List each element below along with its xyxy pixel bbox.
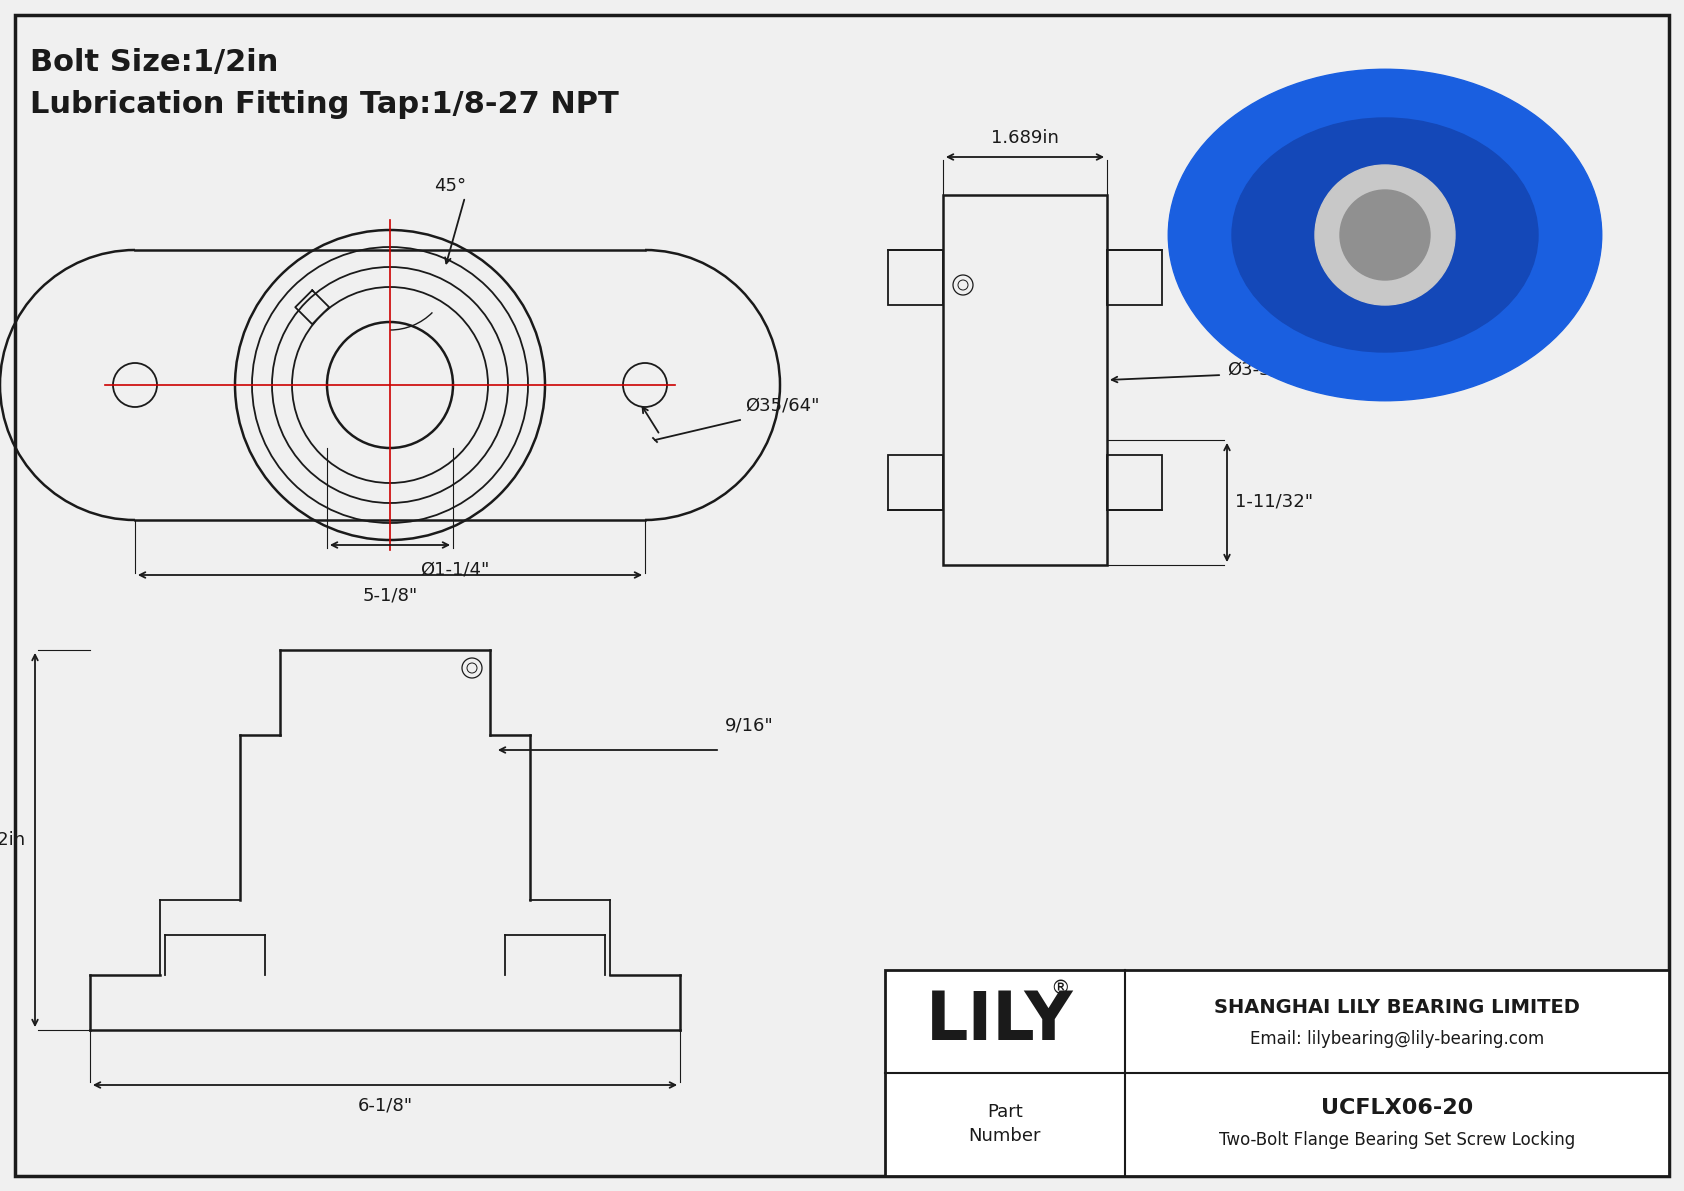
Text: UCFLX06-20: UCFLX06-20 (1320, 1098, 1474, 1118)
Text: Two-Bolt Flange Bearing Set Screw Locking: Two-Bolt Flange Bearing Set Screw Lockin… (1219, 1131, 1575, 1149)
Circle shape (1340, 191, 1430, 280)
Ellipse shape (1233, 118, 1537, 353)
Text: Bolt Size:1/2in: Bolt Size:1/2in (30, 48, 278, 77)
Text: Ø3-3/4": Ø3-3/4" (1228, 361, 1297, 379)
Text: 9/16": 9/16" (726, 717, 773, 735)
Text: 1.752in: 1.752in (0, 831, 25, 849)
Text: Email: lilybearing@lily-bearing.com: Email: lilybearing@lily-bearing.com (1250, 1030, 1544, 1048)
Bar (1106, 250, 1162, 305)
Text: SHANGHAI LILY BEARING LIMITED: SHANGHAI LILY BEARING LIMITED (1214, 998, 1580, 1017)
Text: LILY: LILY (926, 989, 1074, 1054)
Text: 5-1/8": 5-1/8" (362, 587, 418, 605)
Bar (887, 455, 943, 510)
Circle shape (1315, 166, 1455, 305)
Text: 6-1/8": 6-1/8" (357, 1097, 413, 1115)
Text: Part
Number: Part Number (968, 1103, 1041, 1145)
Text: Lubrication Fitting Tap:1/8-27 NPT: Lubrication Fitting Tap:1/8-27 NPT (30, 91, 618, 119)
Text: ®: ® (1051, 979, 1069, 998)
Text: 1.689in: 1.689in (992, 129, 1059, 146)
Text: Ø35/64": Ø35/64" (744, 397, 820, 414)
Text: 45°: 45° (434, 177, 466, 195)
Text: Ø1-1/4": Ø1-1/4" (419, 560, 490, 578)
Text: 1-11/32": 1-11/32" (1234, 493, 1314, 511)
Bar (1106, 455, 1162, 510)
Bar (887, 250, 943, 305)
Bar (943, 195, 1106, 565)
Bar (886, 969, 1669, 1176)
Ellipse shape (1169, 69, 1601, 400)
